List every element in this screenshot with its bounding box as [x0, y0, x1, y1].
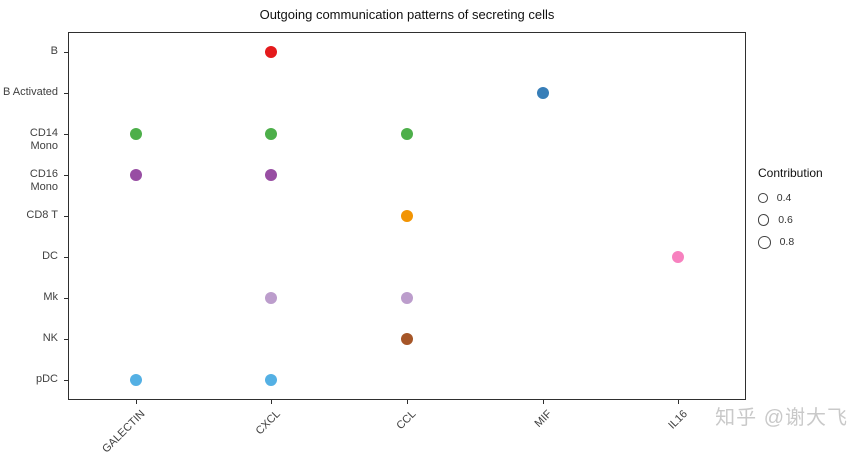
data-point: [265, 291, 278, 304]
x-axis-tick: [542, 400, 544, 404]
x-axis-tick: [407, 400, 408, 404]
y-axis-tick: [64, 134, 68, 136]
x-axis-label: MIF: [532, 408, 555, 430]
data-point: [401, 332, 413, 345]
y-axis-tick: [64, 52, 68, 54]
y-axis-label: CD16 Mono: [29, 168, 58, 194]
legend-size-circle: [758, 236, 771, 249]
data-point: [129, 169, 142, 182]
legend-items: 0.4 0.6 0.8: [758, 192, 823, 249]
data-point: [265, 169, 278, 182]
data-point: [129, 128, 142, 141]
y-axis-label: CD14 Mono: [29, 127, 58, 153]
y-axis-tick: [64, 256, 68, 258]
legend-size-label: 0.4: [776, 192, 792, 204]
legend: Contribution 0.4 0.6 0.8: [758, 166, 823, 259]
y-axis-tick: [64, 216, 68, 217]
data-point: [536, 87, 549, 100]
data-point: [265, 128, 278, 141]
x-axis-label: CXCL: [253, 408, 283, 438]
y-axis-label: B: [50, 45, 58, 58]
legend-title: Contribution: [758, 166, 823, 180]
legend-size-circle: [758, 193, 768, 203]
y-axis-label: B Activated: [2, 86, 58, 99]
data-point: [129, 373, 142, 386]
data-point: [672, 250, 685, 263]
legend-size-circle: [758, 214, 770, 226]
x-axis-label: CCL: [394, 408, 419, 433]
legend-item: 0.8: [758, 236, 823, 249]
legend-size-label: 0.6: [778, 214, 793, 226]
legend-item: 0.4: [758, 192, 823, 204]
y-axis-tick: [64, 338, 68, 340]
x-axis-tick: [678, 400, 680, 404]
y-axis-label: Mk: [43, 290, 58, 303]
data-point: [401, 210, 413, 222]
watermark: 知乎 @谢大飞: [715, 407, 848, 429]
y-axis-tick: [64, 175, 68, 177]
x-axis-label: IL16: [666, 408, 690, 432]
data-point: [401, 128, 413, 141]
data-point: [401, 291, 413, 304]
chart-title: Outgoing communication patterns of secre…: [259, 7, 555, 22]
y-axis-label: DC: [42, 249, 58, 262]
y-axis-tick: [64, 93, 68, 95]
data-point: [265, 373, 278, 386]
x-axis-tick: [135, 400, 137, 404]
legend-item: 0.6: [758, 214, 823, 226]
y-axis-label: pDC: [35, 372, 58, 385]
y-axis-label: NK: [42, 331, 58, 344]
y-axis-tick: [64, 297, 68, 299]
x-axis-label: GALECTIN: [99, 408, 148, 452]
y-axis-label: CD8 T: [26, 209, 58, 221]
x-axis-tick: [271, 400, 273, 404]
data-point: [265, 46, 278, 59]
legend-size-label: 0.8: [779, 236, 795, 249]
y-axis-tick: [64, 379, 68, 381]
